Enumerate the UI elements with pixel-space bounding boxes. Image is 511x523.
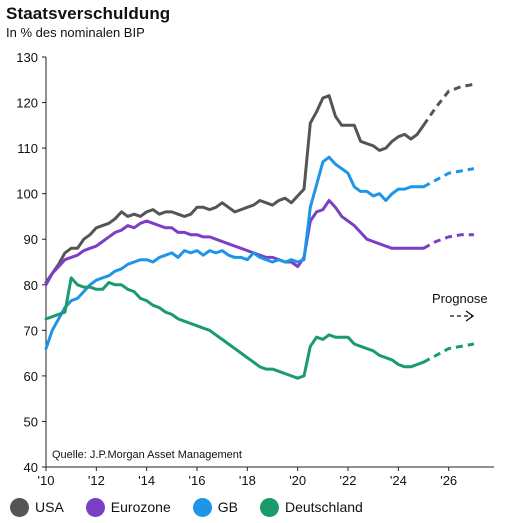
y-tick-label: 110 — [17, 141, 38, 156]
series-line-deutschland — [44, 276, 425, 380]
x-tick-label: '14 — [138, 473, 155, 488]
y-tick-label: 40 — [24, 460, 38, 475]
x-tick-label: '18 — [239, 473, 256, 488]
legend-item-eurozone: Eurozone — [85, 497, 171, 517]
x-tick-label: '26 — [440, 473, 457, 488]
x-tick-label: '10 — [38, 473, 55, 488]
legend-label: Deutschland — [284, 499, 363, 515]
legend-item-usa: USA — [10, 497, 64, 517]
series-line-usa — [44, 94, 425, 284]
y-tick-label: 60 — [24, 369, 38, 384]
x-tick-label: '20 — [289, 473, 306, 488]
forecast-annotation: Prognose — [432, 291, 488, 306]
series-forecast-eurozone — [422, 233, 474, 250]
x-tick-label: '22 — [340, 473, 357, 488]
legend-swatch — [85, 497, 105, 517]
series-line-eurozone — [44, 199, 425, 287]
chart-subtitle: In % des nominalen BIP — [6, 25, 145, 40]
y-tick-label: 130 — [16, 50, 38, 65]
legend: USA Eurozone GB Deutschland — [10, 496, 385, 518]
legend-swatch — [192, 497, 212, 517]
legend-item-gb: GB — [192, 497, 238, 517]
y-tick-label: 50 — [24, 414, 38, 429]
forecast-arrow-icon — [450, 310, 475, 322]
axes: 40 50 60 70 80 90 100 110 120 130 '10 '12 '14 '16 '18 '… — [16, 50, 494, 488]
series-line-gb — [44, 155, 425, 351]
chart-title: Staatsverschuldung — [6, 4, 171, 23]
y-tick-label: 80 — [24, 278, 38, 293]
legend-swatch — [10, 497, 29, 517]
y-tick-label: 100 — [16, 187, 38, 202]
legend-swatch — [259, 497, 279, 517]
y-tick-label: 120 — [16, 96, 38, 111]
legend-label: USA — [35, 499, 64, 515]
series-forecast-deutschland — [422, 342, 475, 364]
series-forecast-gb — [422, 167, 475, 189]
y-tick-label: 70 — [24, 323, 38, 338]
series-forecast-usa — [422, 82, 475, 127]
x-tick-label: '16 — [189, 473, 206, 488]
source-note: Quelle: J.P.Morgan Asset Management — [52, 449, 242, 461]
x-tick-label: '12 — [88, 473, 105, 488]
legend-label: Eurozone — [110, 499, 171, 515]
line-chart: 40 50 60 70 80 90 100 110 120 130 '10 '12 '14 '16 '18 '… — [16, 50, 494, 488]
series-layer — [44, 82, 475, 380]
legend-item-deutschland: Deutschland — [259, 497, 363, 517]
y-tick-label: 90 — [24, 232, 38, 247]
legend-label: GB — [217, 499, 238, 515]
x-tick-label: '24 — [390, 473, 407, 488]
